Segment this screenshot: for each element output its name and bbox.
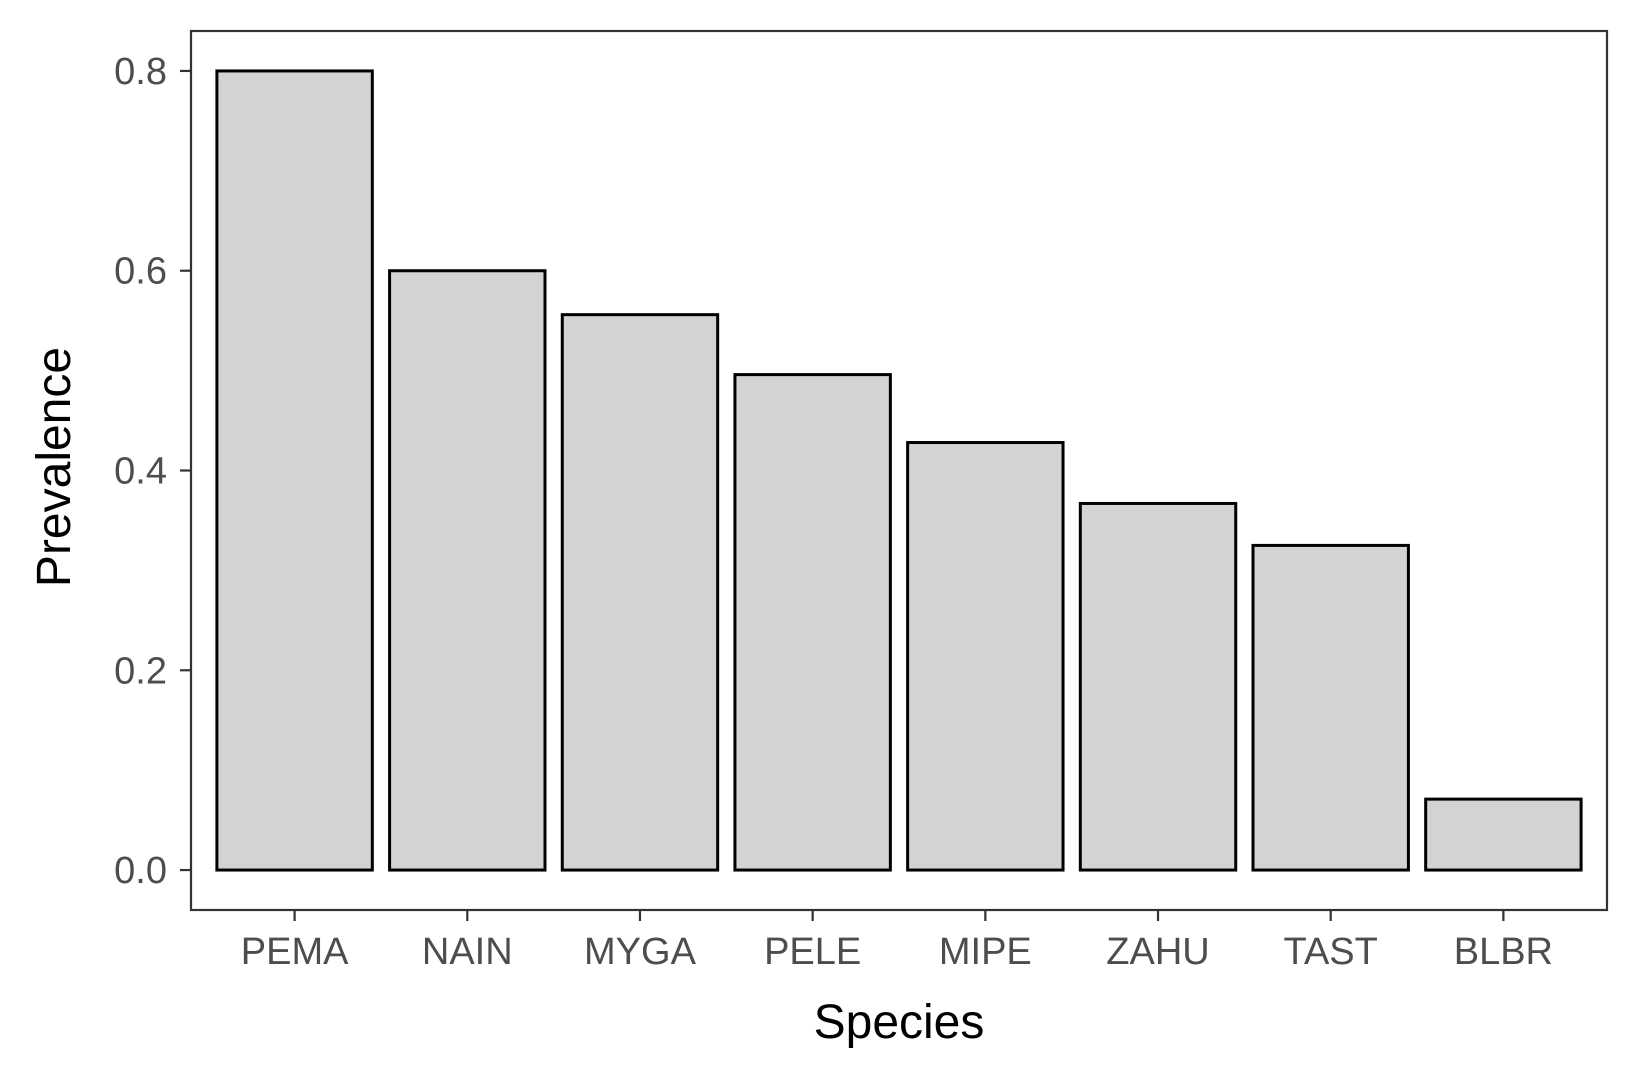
x-tick-label-pema: PEMA <box>241 931 349 973</box>
y-tick-label: 0.8 <box>114 51 167 93</box>
bar-myga <box>560 313 720 872</box>
x-tick-label-mipe: MIPE <box>939 931 1032 973</box>
x-axis-title: Species <box>814 996 985 1049</box>
y-tick-label: 0.6 <box>114 251 167 293</box>
y-tick-label: 0.2 <box>114 650 167 692</box>
bars-layer <box>215 69 1583 872</box>
bar-nain <box>388 269 547 872</box>
bar-mipe <box>906 441 1065 872</box>
x-tick-label-zahu: ZAHU <box>1106 931 1209 973</box>
x-tick-label-blbr: BLBR <box>1454 931 1553 973</box>
x-tick-label-tast: TAST <box>1284 931 1378 973</box>
y-tick-label: 0.0 <box>114 850 167 892</box>
x-tick-label-nain: NAIN <box>422 931 513 973</box>
x-axis: PEMA NAIN MYGA PELE MIPE ZAHU TAST BLBR <box>241 910 1553 973</box>
y-axis-title: Prevalence <box>28 347 81 587</box>
x-tick-label-myga: MYGA <box>584 931 697 973</box>
y-axis: 0.0 0.2 0.4 0.6 0.8 <box>114 51 191 892</box>
bar-tast <box>1251 543 1410 872</box>
y-tick-label: 0.4 <box>114 451 167 493</box>
bar-pema <box>215 69 374 872</box>
x-tick-label-pele: PELE <box>764 931 861 973</box>
bar-zahu <box>1078 501 1238 872</box>
bar-blbr <box>1424 797 1583 872</box>
bar-pele <box>733 373 892 872</box>
